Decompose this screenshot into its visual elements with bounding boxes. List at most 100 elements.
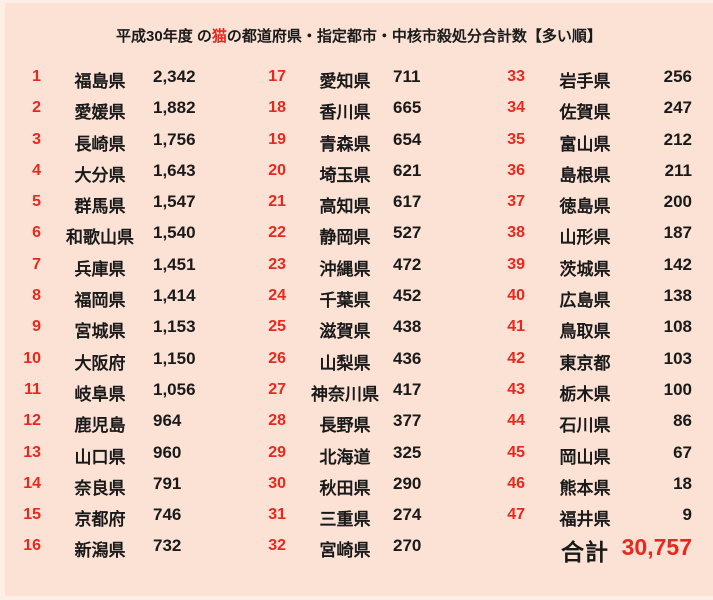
table-row: 43 栃木県 100 [495, 376, 713, 407]
table-row: 32 宮崎県 270 [250, 532, 485, 563]
table-row: 22 静岡県 527 [250, 219, 485, 250]
rank-number: 46 [507, 474, 525, 492]
euthanasia-count-value: 108 [663, 317, 692, 337]
table-row: 35 富山県 212 [495, 126, 713, 157]
rank-number: 47 [507, 506, 525, 524]
prefecture-name: 島根県 [559, 165, 611, 185]
prefecture-name: 愛知県 [319, 72, 371, 91]
rank-number: 23 [268, 255, 286, 273]
table-row: 7 兵庫県 1,451 [5, 251, 240, 282]
table-row: 30 秋田県 290 [250, 470, 485, 501]
rank-number: 15 [23, 506, 41, 524]
title-prefix: 平成30年度 の [116, 28, 212, 45]
prefecture-name: 山口県 [74, 447, 126, 467]
prefecture-name: 群馬県 [74, 197, 126, 217]
euthanasia-count-value: 617 [393, 192, 422, 212]
table-row: 39 茨城県 142 [495, 251, 713, 282]
table-row: 8 福岡県 1,414 [5, 282, 240, 313]
prefecture-name: 鹿児島 [74, 416, 126, 436]
table-row: 2 愛媛県 1,882 [5, 94, 240, 125]
prefecture-name: 富山県 [559, 134, 611, 154]
table-row: 27 神奈川県 417 [250, 376, 485, 407]
total-value: 30,757 [621, 534, 692, 561]
table-row: 10 大阪府 1,150 [5, 345, 240, 376]
euthanasia-count-value: 438 [393, 317, 422, 337]
prefecture-name: 茨城県 [559, 259, 611, 279]
euthanasia-count-value: 732 [153, 536, 182, 556]
prefecture-name: 北海道 [319, 447, 371, 467]
table-row: 9 宮城県 1,153 [5, 313, 240, 344]
rank-number: 41 [507, 318, 525, 336]
table-row: 16 新潟県 732 [5, 532, 240, 563]
table-row: 38 山形県 187 [495, 219, 713, 250]
rank-number: 35 [507, 130, 525, 148]
euthanasia-count-value: 100 [663, 379, 692, 399]
prefecture-name: 広島県 [559, 291, 611, 311]
prefecture-name: 福島県 [74, 72, 126, 91]
table-row: 24 千葉県 452 [250, 282, 485, 313]
euthanasia-count-value: 621 [393, 160, 422, 180]
euthanasia-count-value: 377 [393, 411, 422, 431]
table-row: 47 福井県 9 [495, 501, 713, 532]
ranking-column-1: 1 福島県 2,342 2 愛媛県 1,882 3 長崎県 1,756 4 大分県 1,643 5 群馬県… [5, 63, 240, 564]
euthanasia-count-value: 1,153 [153, 317, 196, 337]
euthanasia-count-value: 654 [393, 129, 422, 149]
table-row: 33 岩手県 256 [495, 63, 713, 94]
table-row: 28 長野県 377 [250, 407, 485, 438]
prefecture-name: 岡山県 [559, 447, 611, 467]
table-row: 34 佐賀県 247 [495, 94, 713, 125]
rank-number: 37 [507, 193, 525, 211]
prefecture-name: 大阪府 [74, 353, 126, 373]
prefecture-name: 青森県 [319, 134, 371, 154]
rank-number: 44 [507, 412, 525, 430]
euthanasia-count-value: 417 [393, 379, 422, 399]
rank-number: 26 [268, 349, 286, 367]
ranking-column-3: 33 岩手県 256 34 佐賀県 247 35 富山県 212 36 島根県 211 37 徳島県 200… [495, 63, 713, 572]
euthanasia-count-value: 86 [673, 411, 692, 431]
table-row: 3 長崎県 1,756 [5, 126, 240, 157]
euthanasia-count-value: 187 [663, 223, 692, 243]
title-highlight-cat: 猫 [211, 28, 227, 45]
prefecture-name: 埼玉県 [319, 165, 371, 185]
euthanasia-count-value: 1,414 [153, 286, 196, 306]
table-row: 13 山口県 960 [5, 439, 240, 470]
rank-number: 29 [268, 443, 286, 461]
rank-number: 42 [507, 349, 525, 367]
rank-number: 39 [507, 255, 525, 273]
euthanasia-count-value: 527 [393, 223, 422, 243]
table-row: 23 沖縄県 472 [250, 251, 485, 282]
rank-number: 13 [23, 443, 41, 461]
rank-number: 43 [507, 380, 525, 398]
table-row: 14 奈良県 791 [5, 470, 240, 501]
prefecture-name: 大分県 [74, 165, 126, 185]
table-row: 41 鳥取県 108 [495, 313, 713, 344]
table-row: 5 群馬県 1,547 [5, 188, 240, 219]
prefecture-name: 高知県 [319, 197, 371, 217]
prefecture-name: 静岡県 [319, 228, 371, 248]
euthanasia-count-value: 1,451 [153, 254, 196, 274]
euthanasia-count-value: 1,547 [153, 192, 196, 212]
prefecture-name: 佐賀県 [559, 103, 611, 123]
prefecture-name: 山梨県 [319, 353, 371, 373]
rank-number: 45 [507, 443, 525, 461]
euthanasia-count-value: 200 [663, 192, 692, 212]
table-row: 1 福島県 2,342 [5, 63, 240, 94]
euthanasia-count-value: 791 [153, 473, 182, 493]
rank-number: 16 [23, 537, 41, 555]
table-row: 26 山梨県 436 [250, 345, 485, 376]
total-label: 合計 [561, 539, 609, 566]
prefecture-name: 神奈川県 [311, 384, 379, 404]
total-row: 合計 30,757 [495, 532, 713, 572]
table-row: 20 埼玉県 621 [250, 157, 485, 188]
rank-number: 1 [32, 68, 41, 85]
prefecture-name: 宮城県 [74, 322, 126, 342]
rank-number: 33 [507, 68, 525, 85]
prefecture-name: 愛媛県 [74, 103, 126, 123]
euthanasia-count-value: 67 [673, 442, 692, 462]
rank-number: 22 [268, 224, 286, 242]
euthanasia-count-value: 247 [663, 98, 692, 118]
table-row: 17 愛知県 711 [250, 63, 485, 94]
table-row: 37 徳島県 200 [495, 188, 713, 219]
euthanasia-count-value: 138 [663, 286, 692, 306]
prefecture-name: 宮崎県 [319, 541, 371, 561]
